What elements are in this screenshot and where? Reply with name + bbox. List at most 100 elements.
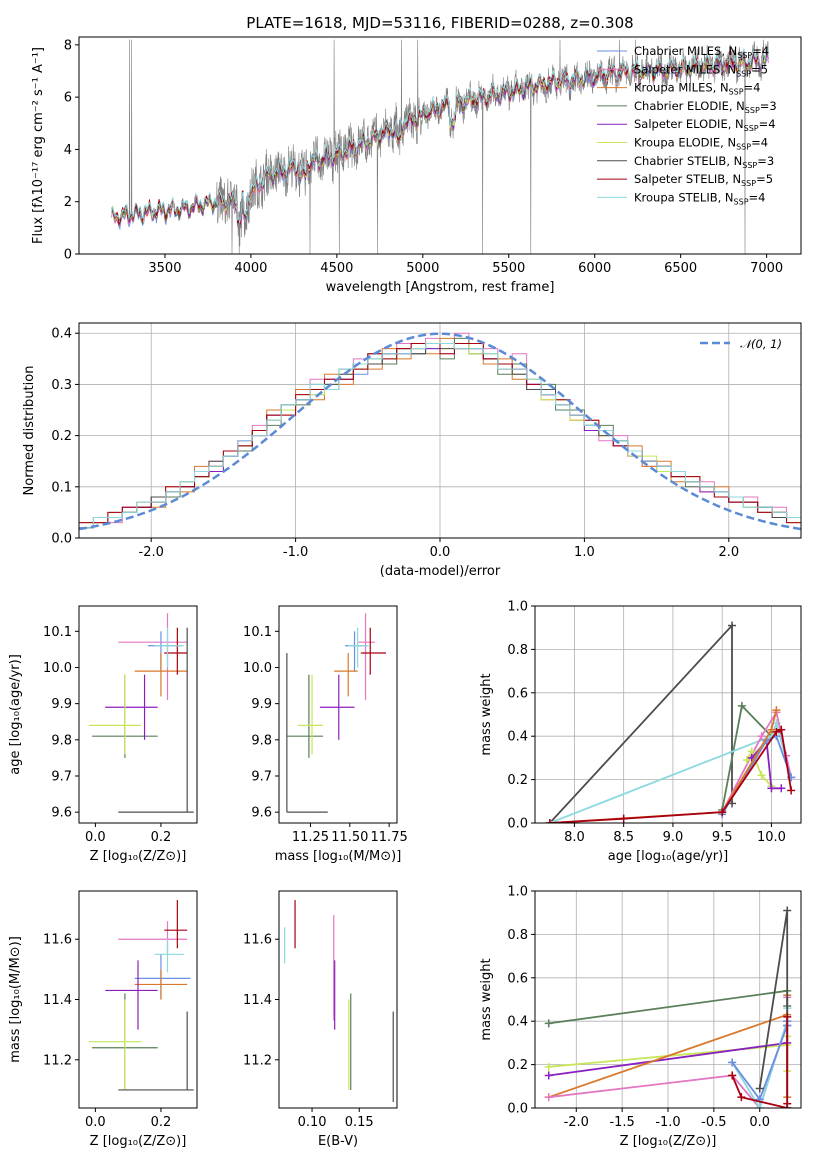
y-tick-label: 9.6: [251, 806, 272, 821]
x-tick-label: 0.0: [430, 545, 451, 560]
mass_vs_Z-panel: 0.0 0.2 11.2 11.4 11.6 Z [log₁₀(Z/Z⊙)] mass [l…: [8, 890, 198, 1149]
x-tick-label: 9.5: [712, 830, 733, 845]
x-tick-label: 2.0: [718, 545, 739, 560]
errorbar-point: [297, 674, 324, 755]
x-axis-label: age [log₁₀(age/yr)]: [608, 849, 729, 864]
x-tick-label: 0.15: [345, 1115, 374, 1130]
y-tick-label: 0.0: [51, 532, 72, 547]
errorbar-point: [118, 627, 194, 813]
y-tick-label: 9.6: [51, 806, 72, 821]
x-tick-label: 10.0: [757, 830, 786, 845]
errorbar-point: [154, 627, 184, 668]
x-axis-label: E(B-V): [318, 1134, 358, 1149]
legend-name: Chabrier MILES, N: [634, 44, 737, 58]
y-axis-label: mass weight: [479, 673, 494, 755]
y-tick-label: 8: [64, 38, 72, 53]
spectrum-panel: 3500 4000 4500 5000 5500 6000 6500 7000 0 2 4 6 8 wav…: [31, 36, 802, 295]
gauss-legend-label: 𝒩(0, 1): [740, 337, 782, 351]
y-tick-label: 9.8: [251, 733, 272, 748]
weight-marker: [544, 1093, 553, 1102]
y-tick-label: 11.2: [243, 1053, 272, 1068]
weight-marker: [718, 808, 727, 817]
weight-marker: [757, 771, 766, 780]
mass_vs_ebv-frame: [278, 890, 398, 1109]
y-tick-label: 9.9: [51, 697, 72, 712]
errorbar-point: [147, 631, 181, 672]
y-tick-label: 6: [64, 91, 72, 106]
x-tick-label: -2.0: [139, 545, 164, 560]
y-tick-label: 0.1: [51, 480, 72, 495]
y-tick-label: 1.0: [507, 600, 528, 615]
legend-name: Kroupa STELIB, N: [634, 190, 734, 204]
legend-tail: =5: [756, 172, 773, 186]
y-tick-label: 9.7: [51, 769, 72, 784]
y-tick-label: 10.0: [43, 661, 72, 676]
x-tick-label: 8.0: [564, 830, 585, 845]
legend-sub: SSP: [736, 69, 751, 78]
legend-sub: SSP: [729, 88, 744, 97]
x-axis-label: wavelength [Angstrom, rest frame]: [326, 280, 555, 295]
legend-tail: =3: [760, 99, 777, 113]
y-tick-label: 0.3: [51, 378, 72, 393]
y-tick-label: 0: [64, 248, 72, 263]
weight-marker: [772, 727, 781, 736]
legend-label: Kroupa STELIB, NSSP=4: [634, 190, 765, 206]
errorbar-point: [118, 1011, 194, 1091]
legend-tail: =5: [751, 62, 768, 76]
x-axis-label: (data-model)/error: [380, 564, 501, 579]
y-axis-label: mass weight: [479, 958, 494, 1040]
weight-marker: [737, 1093, 746, 1102]
weight-line-chabrier-stelib: [758, 910, 789, 1108]
residuals-panel: -2.0 -1.0 0.0 1.0 2.0 0.0 0.1 0.2 0.3 0.4 (data-mo…: [22, 322, 802, 579]
weight-marker: [783, 906, 792, 915]
legend-label: Kroupa MILES, NSSP=4: [634, 81, 760, 97]
y-tick-label: 11.4: [43, 993, 72, 1008]
spectrum-marks: [111, 39, 769, 254]
y-tick-label: 9.9: [251, 697, 272, 712]
y-tick-label: 0.8: [507, 928, 528, 943]
legend-tail: =4: [744, 81, 761, 95]
y-axis-label: Flux [fλ10⁻¹⁷ erg cm⁻² s⁻¹ A⁻¹]: [31, 47, 46, 244]
errorbar-point: [134, 954, 191, 1000]
weight-line-kroupa-elodie: [746, 749, 773, 787]
weight-marker: [767, 784, 776, 793]
errorbar-point: [360, 627, 386, 675]
spectrum-frame: [78, 36, 802, 255]
x-tick-label: -1.0: [283, 545, 308, 560]
legend-name: Salpeter MILES, N: [634, 62, 736, 76]
x-tick-label: 3500: [148, 261, 181, 276]
spectrum-model-kroupa-stelib: [111, 48, 769, 224]
errorbar-point: [286, 674, 324, 758]
errorbar-point: [164, 900, 188, 949]
weight-marker: [755, 1084, 764, 1093]
weight-marker: [777, 725, 786, 734]
y-tick-label: 0.0: [507, 817, 528, 832]
mass_vs_Z-marks: [88, 900, 194, 1091]
legend-name: Salpeter STELIB, N: [634, 172, 741, 186]
weight-marker: [728, 1058, 737, 1067]
x-axis-label: Z [log₁₀(Z/Z⊙)]: [620, 1134, 717, 1149]
y-tick-label: 10.0: [243, 661, 272, 676]
y-tick-label: 11.6: [43, 933, 72, 948]
errorbar-point: [286, 653, 328, 813]
weight-marker: [783, 1012, 792, 1021]
y-tick-label: 2: [64, 195, 72, 210]
weight-line-kroupa-miles: [549, 709, 778, 823]
legend-name: Chabrier ELODIE, N: [634, 99, 745, 113]
age_vs_Z-panel: 0.0 0.2 9.6 9.7 9.8 9.9 10.0 10.1 Z [log₁₀(Z/Z⊙)…: [8, 605, 198, 864]
legend-tail: =4: [759, 117, 776, 131]
x-tick-label: 0.2: [151, 830, 172, 845]
y-tick-label: 0.0: [507, 1102, 528, 1117]
weight-line-salpeter-stelib: [731, 1016, 789, 1108]
x-tick-label: 0.0: [85, 830, 106, 845]
x-tick-label: 5000: [406, 261, 439, 276]
y-tick-label: 9.8: [51, 733, 72, 748]
weight-marker: [544, 1019, 553, 1028]
mass_vs_ebv-marks: [284, 900, 394, 1102]
x-tick-label: 11.50: [331, 830, 368, 845]
weight_vs_Z-marks: [544, 906, 792, 1108]
x-axis-label: Z [log₁₀(Z/Z⊙)]: [90, 1134, 187, 1149]
errorbar-point: [319, 674, 355, 740]
x-tick-label: -2.0: [564, 1115, 589, 1130]
